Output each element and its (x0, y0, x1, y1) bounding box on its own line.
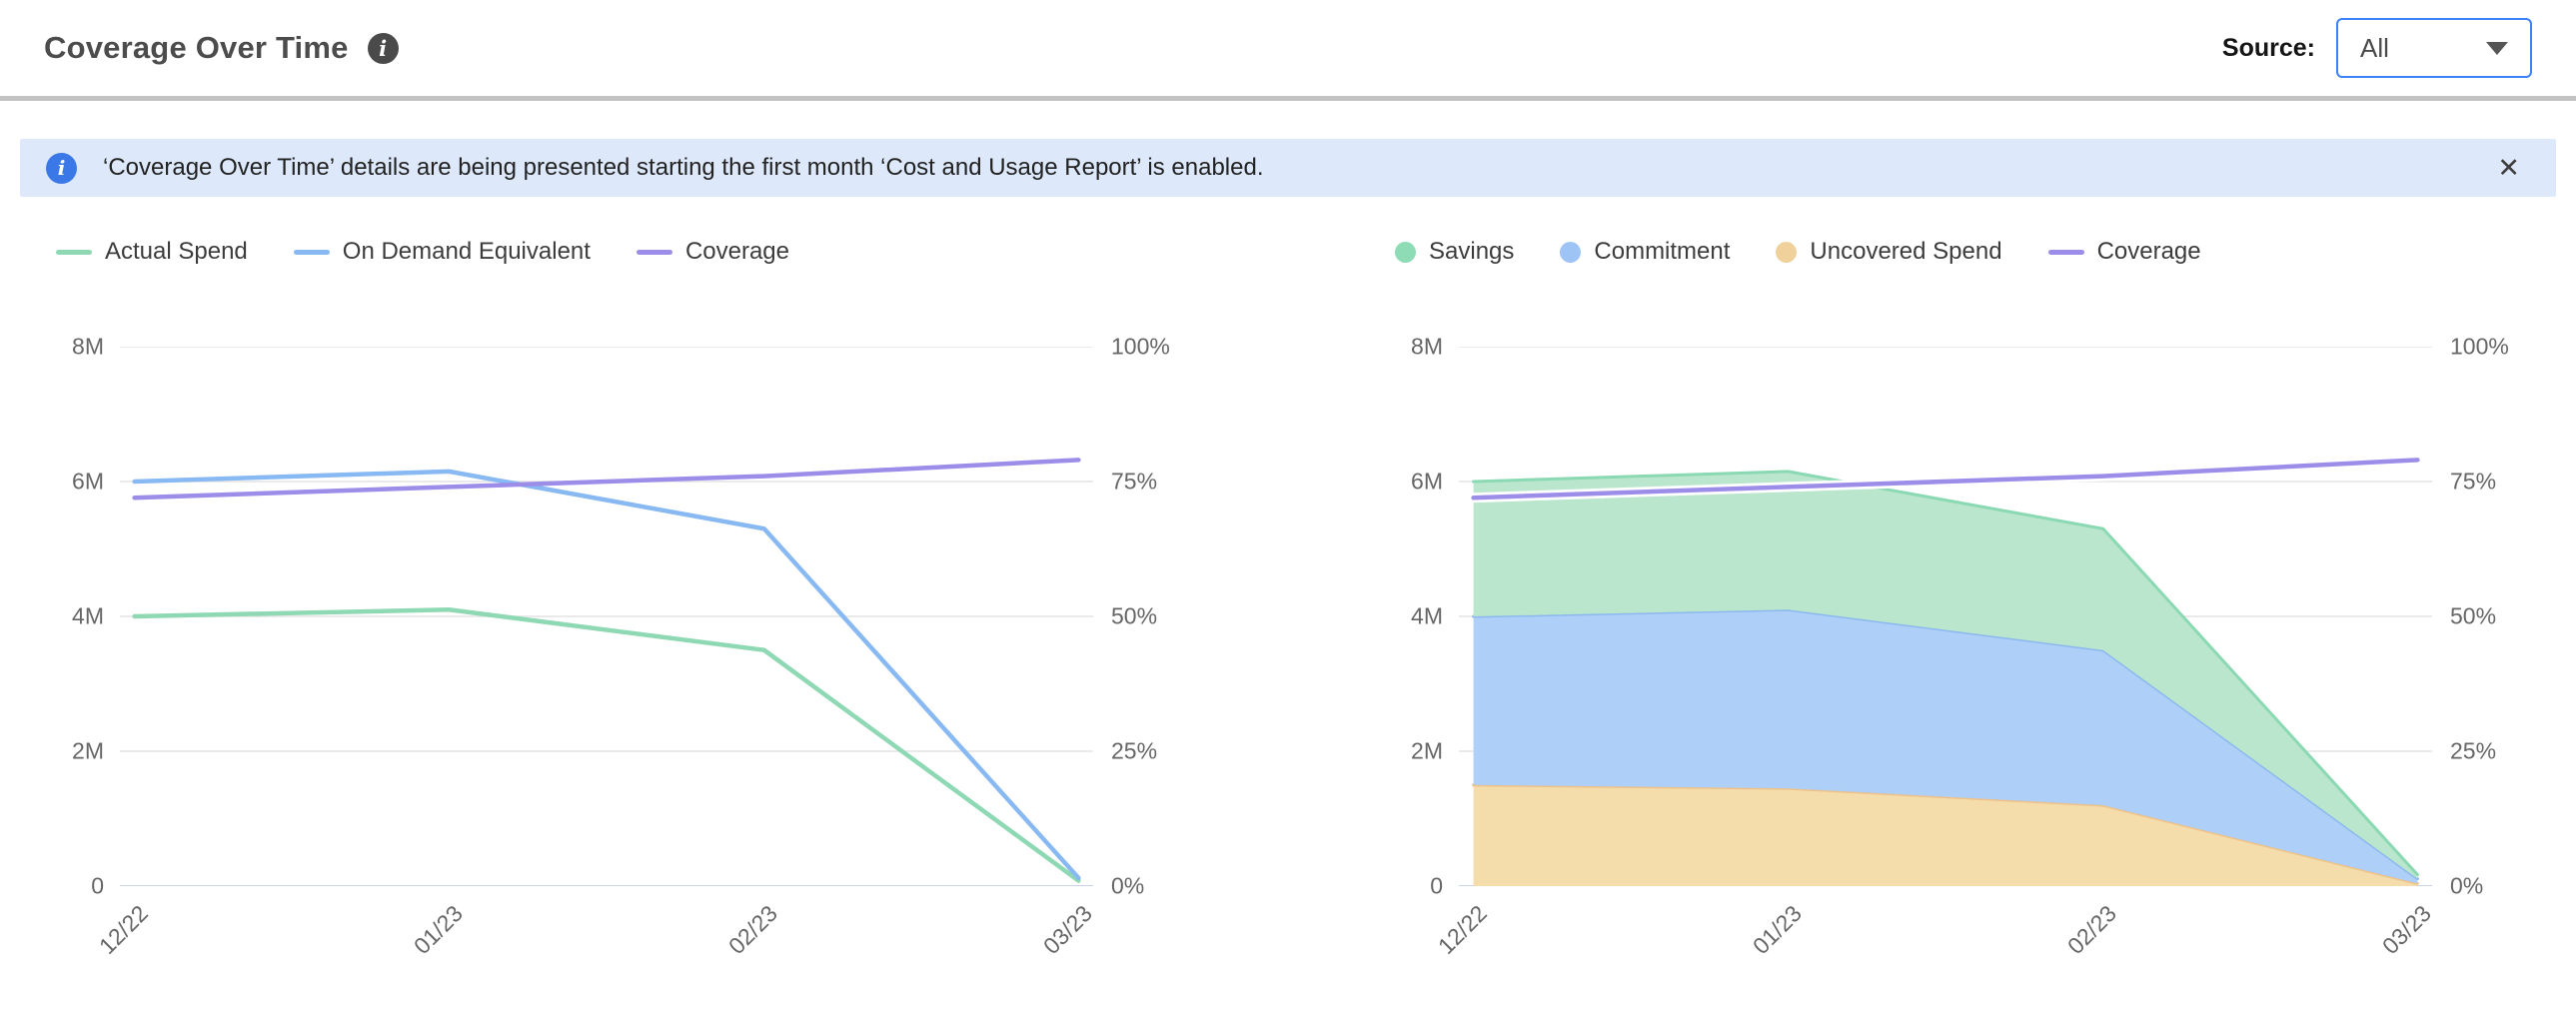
legend-line-swatch-icon (293, 249, 330, 255)
title-wrap: Coverage Over Time i (44, 30, 399, 66)
legend-dot-swatch-icon (1395, 241, 1416, 263)
legend-line-swatch-icon (2047, 249, 2084, 255)
source-filter: Source: All (2222, 18, 2532, 78)
y-axis-right: 100% 75% 50% 25% 0% (1093, 334, 1193, 899)
y-axis-left-tick-label: 0 (91, 872, 104, 899)
legend-label: Savings (1429, 238, 1515, 265)
y-axis-right: 100% 75% 50% 25% 0% (2432, 334, 2532, 899)
x-axis-tick-label: 03/23 (1037, 900, 1097, 960)
series-savings-edge (1474, 472, 2418, 875)
header-divider (0, 96, 2576, 101)
chart-canvas (1459, 347, 2432, 886)
plot-wrap: 12/22 01/23 02/23 03/23 (94, 347, 1097, 998)
plot-area (120, 347, 1093, 886)
y-axis-right-tick-label: 25% (1111, 737, 1158, 764)
y-axis-left-tick-label: 4M (72, 602, 104, 629)
chart-grid: 8M 6M 4M 2M 0 12/22 01/23 02/23 03/23 100% 75% 50% 2… (1383, 334, 2532, 998)
x-axis-tick-label: 12/22 (93, 900, 153, 960)
y-axis-left-tick-label: 8M (1411, 333, 1443, 360)
close-icon: ✕ (2497, 152, 2520, 183)
y-axis-right-tick-label: 50% (2450, 602, 2497, 629)
legend-item-coverage[interactable]: Coverage (2047, 238, 2201, 266)
series-coverage-line (135, 460, 1079, 498)
legend-item-actual-spend[interactable]: Actual Spend (56, 238, 248, 266)
x-axis-tick-label: 02/23 (2062, 900, 2122, 960)
spend-coverage-line-chart: Actual Spend On Demand Equivalent Coverage… (44, 235, 1193, 998)
x-axis: 12/22 01/23 02/23 03/23 (94, 886, 1097, 998)
x-axis-tick-label: 02/23 (723, 900, 783, 960)
series-uncovered-spend-area (1473, 784, 2418, 886)
source-label: Source: (2221, 33, 2315, 62)
legend-label: Uncovered Spend (1810, 238, 2002, 265)
x-axis-tick-label: 12/22 (1432, 900, 1492, 960)
series-actual-spend-line (135, 609, 1079, 880)
x-axis-tick-label: 01/23 (1747, 900, 1807, 960)
y-axis-left-tick-label: 2M (1411, 737, 1443, 764)
y-axis-right-tick-label: 25% (2450, 737, 2497, 764)
x-axis: 12/22 01/23 02/23 03/23 (1433, 886, 2436, 998)
chevron-down-icon (2486, 41, 2508, 55)
coverage-breakdown-area-chart: Savings Commitment Uncovered Spend Coverage… (1383, 235, 2532, 998)
y-axis-right-tick-label: 75% (1111, 468, 1158, 495)
y-axis-left-tick-label: 6M (1411, 468, 1443, 495)
y-axis-right-tick-label: 0% (2450, 872, 2484, 899)
series-on-demand-equivalent-line (135, 472, 1079, 878)
y-axis-right-tick-label: 100% (1111, 333, 1170, 360)
chart-legend: Actual Spend On Demand Equivalent Coverage (56, 235, 1193, 269)
info-banner: i ‘Coverage Over Time’ details are being… (20, 139, 2556, 197)
series-savings-area (1473, 471, 2418, 879)
banner-close-button[interactable]: ✕ (2487, 153, 2530, 184)
info-glyph: i (379, 35, 388, 61)
y-axis-right-tick-label: 100% (2450, 333, 2509, 360)
plot-wrap: 12/22 01/23 02/23 03/23 (1433, 347, 2436, 998)
y-axis-left-tick-label: 4M (1411, 602, 1443, 629)
y-axis-left: 8M 6M 4M 2M 0 (44, 334, 120, 899)
legend-item-savings[interactable]: Savings (1395, 238, 1514, 266)
y-axis-left-tick-label: 0 (1430, 872, 1443, 899)
series-commitment-area (1473, 609, 2418, 884)
legend-dot-swatch-icon (1776, 241, 1798, 263)
chart-legend: Savings Commitment Uncovered Spend Coverage (1395, 235, 2532, 269)
source-dropdown-value: All (2360, 32, 2389, 63)
legend-label: Actual Spend (105, 238, 248, 265)
title-info-icon[interactable]: i (367, 32, 399, 64)
series-coverage-line (1474, 460, 2418, 498)
y-axis-left-tick-label: 2M (72, 737, 104, 764)
y-axis-right-tick-label: 0% (1111, 872, 1145, 899)
legend-item-on-demand-equivalent[interactable]: On Demand Equivalent (293, 238, 591, 266)
info-glyph: i (57, 156, 66, 180)
legend-item-commitment[interactable]: Commitment (1560, 238, 1730, 266)
legend-dot-swatch-icon (1560, 241, 1582, 263)
legend-label: On Demand Equivalent (342, 238, 591, 265)
chart-canvas (120, 347, 1093, 886)
y-axis-right-tick-label: 75% (2450, 468, 2497, 495)
x-axis-tick-label: 03/23 (2376, 900, 2436, 960)
banner-text: ‘Coverage Over Time’ details are being p… (103, 154, 1264, 181)
source-dropdown[interactable]: All (2336, 18, 2532, 78)
y-axis-left: 8M 6M 4M 2M 0 (1383, 334, 1459, 899)
legend-label: Coverage (684, 238, 789, 265)
legend-line-swatch-icon (636, 249, 672, 255)
y-axis-left-tick-label: 8M (72, 333, 104, 360)
legend-label: Commitment (1594, 238, 1731, 265)
charts-row: Actual Spend On Demand Equivalent Coverage… (0, 235, 2576, 998)
legend-line-swatch-icon (56, 249, 92, 255)
page-title: Coverage Over Time (44, 30, 349, 65)
legend-item-uncovered-spend[interactable]: Uncovered Spend (1776, 238, 2002, 266)
chart-grid: 8M 6M 4M 2M 0 12/22 01/23 02/23 03/23 100% 75% 50% 2… (44, 334, 1193, 998)
y-axis-left-tick-label: 6M (72, 468, 104, 495)
banner-info-icon: i (46, 152, 77, 184)
x-axis-tick-label: 01/23 (408, 900, 468, 960)
legend-item-coverage[interactable]: Coverage (636, 238, 789, 266)
panel-header: Coverage Over Time i Source: All (0, 0, 2576, 96)
legend-label: Coverage (2096, 238, 2201, 265)
y-axis-right-tick-label: 50% (1111, 602, 1158, 629)
plot-area (1459, 347, 2432, 886)
